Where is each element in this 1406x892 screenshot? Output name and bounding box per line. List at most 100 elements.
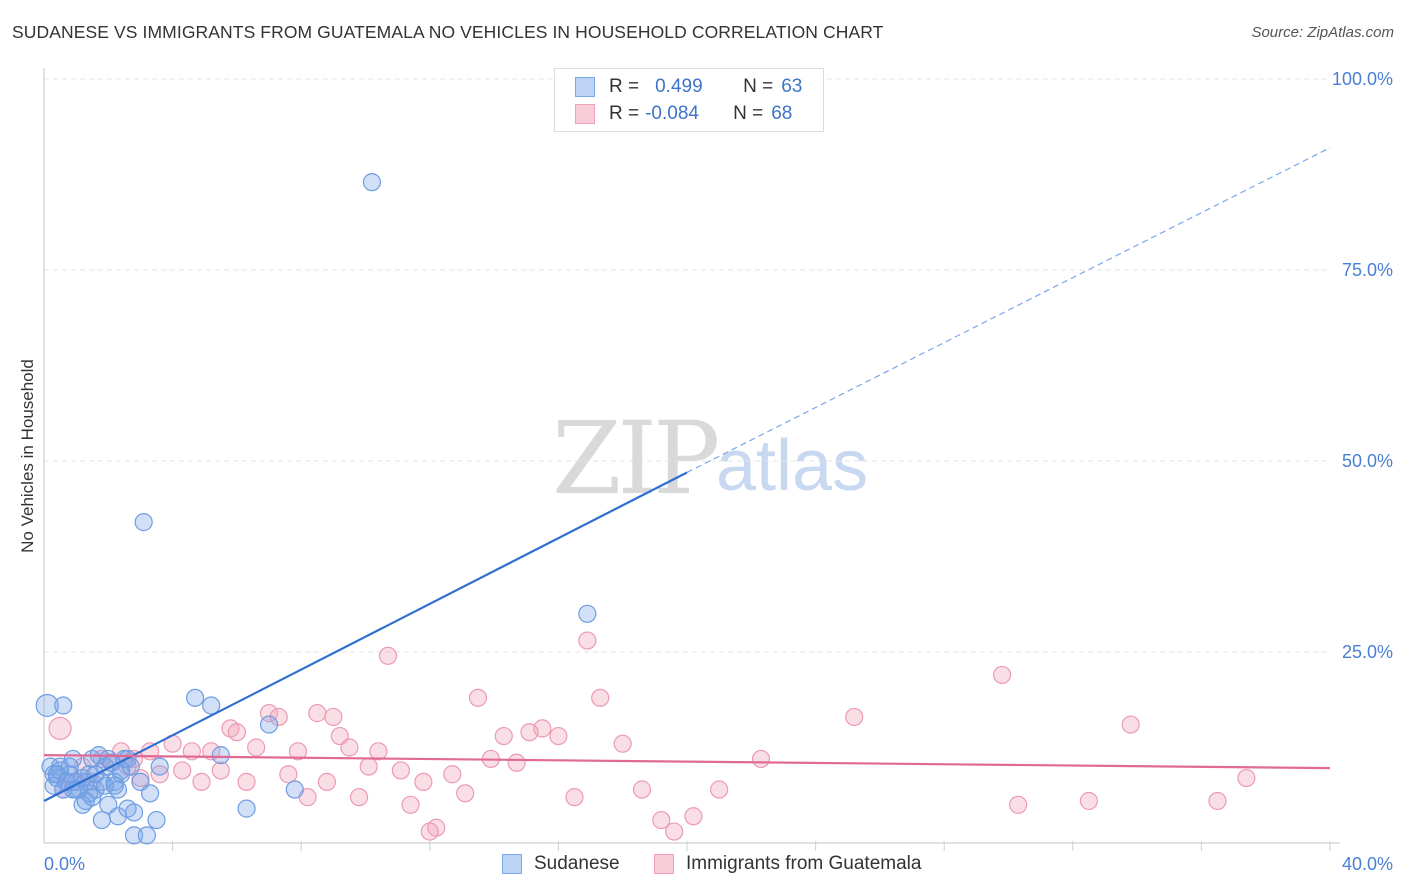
legend-n-label: N = — [743, 76, 774, 97]
guatemala-point — [591, 688, 610, 707]
sudanese-point — [186, 688, 205, 707]
guatemala-point — [684, 807, 703, 826]
guatemala-point — [1121, 715, 1140, 734]
guatemala-point — [369, 742, 388, 761]
guatemala-point — [992, 665, 1012, 685]
guatemala-point — [401, 795, 420, 814]
legend-label: Immigrants from Guatemala — [686, 853, 922, 874]
axes — [43, 68, 1340, 851]
y-tick-label: 75.0% — [1342, 260, 1393, 280]
grid-lines — [44, 78, 1330, 653]
sudanese-point — [124, 803, 144, 822]
sudanese-point — [150, 757, 169, 776]
sudanese-point — [147, 810, 166, 830]
x-tick-label: 0.0% — [44, 854, 85, 874]
guatemala-point — [414, 772, 433, 791]
y-tick-label: 100.0% — [1332, 69, 1393, 89]
legend-row-guatemala: R = -0.084 N = 68 — [575, 101, 792, 127]
legend-n-value: 63 — [781, 76, 803, 97]
legend-r-label: R = — [609, 76, 640, 97]
sudanese-trend-extension — [686, 147, 1331, 473]
correlation-legend: R = 0.499 N = 63 R = -0.084 N = 68 — [554, 68, 824, 132]
guatemala-point — [494, 726, 513, 746]
sudanese-point — [211, 746, 230, 765]
guatemala-point — [317, 772, 337, 791]
guatemala-point — [227, 723, 246, 742]
sudanese-swatch — [575, 77, 595, 97]
guatemala-point — [420, 822, 439, 841]
legend-label: Sudanese — [534, 853, 620, 874]
guatemala-swatch — [575, 104, 595, 124]
guatemala-point — [1079, 791, 1098, 811]
sudanese-point — [54, 696, 73, 715]
guatemala-point — [613, 734, 632, 753]
sudanese-point — [259, 715, 279, 734]
sudanese-point — [237, 799, 256, 818]
sudanese-points — [35, 173, 597, 845]
sudanese-point — [105, 776, 124, 795]
guatemala-point — [324, 707, 343, 727]
guatemala-point — [1237, 768, 1256, 788]
guatemala-point — [173, 761, 192, 780]
guatemala-point — [279, 765, 298, 784]
sudanese-point — [285, 780, 304, 799]
guatemala-point — [192, 772, 211, 791]
sudanese-trend-line — [43, 471, 688, 802]
guatemala-point — [710, 780, 729, 799]
guatemala-points — [48, 631, 1256, 841]
sudanese-point — [92, 810, 111, 830]
legend-item-guatemala: Immigrants from Guatemala — [654, 853, 921, 875]
guatemala-point — [247, 738, 266, 757]
sudanese-point — [134, 513, 153, 532]
guatemala-point — [665, 822, 684, 841]
sudanese-point — [137, 826, 156, 845]
watermark-atlas: atlas — [716, 426, 869, 506]
sudanese-point — [112, 765, 131, 784]
sudanese-point — [140, 784, 160, 803]
guatemala-point — [468, 688, 488, 707]
guatemala-point — [533, 719, 552, 738]
tick-labels: 100.0% 75.0% 50.0% 25.0% 0.0% 40.0% — [44, 69, 1393, 874]
sudanese-point — [35, 693, 59, 718]
guatemala-point — [211, 761, 230, 780]
guatemala-point — [443, 765, 462, 784]
guatemala-point — [269, 707, 288, 727]
y-tick-label: 50.0% — [1342, 451, 1393, 471]
sudanese-point — [57, 772, 76, 791]
sudanese-point — [202, 696, 221, 715]
y-tick-label: 25.0% — [1342, 642, 1393, 662]
source-label: Source: ZipAtlas.com — [1251, 24, 1394, 41]
guatemala-point — [308, 704, 327, 723]
legend-n-label: N = — [733, 103, 764, 124]
guatemala-point — [237, 772, 256, 791]
guatemala-point — [150, 765, 169, 784]
legend-n-value: 68 — [771, 103, 793, 124]
guatemala-point — [456, 784, 475, 803]
guatemala-point — [48, 716, 72, 741]
guatemala-point — [1009, 795, 1028, 814]
guatemala-point — [359, 757, 378, 776]
sudanese-point — [121, 757, 140, 776]
sudanese-point — [578, 604, 597, 623]
guatemala-point — [378, 646, 398, 665]
guatemala-point — [751, 749, 771, 769]
sudanese-point — [76, 791, 95, 811]
guatemala-point — [845, 707, 864, 727]
guatemala-point — [340, 738, 359, 757]
sudanese-legend-swatch — [502, 854, 522, 874]
chart-title: SUDANESE VS IMMIGRANTS FROM GUATEMALA NO… — [12, 22, 884, 42]
guatemala-point — [288, 742, 308, 761]
legend-row-sudanese: R = 0.499 N = 63 — [575, 74, 802, 100]
guatemala-point — [578, 631, 597, 650]
guatemala-point — [1208, 791, 1227, 811]
x-tick-label: 40.0% — [1342, 854, 1393, 874]
sudanese-point — [124, 826, 144, 845]
series-legend: Sudanese Immigrants from Guatemala — [0, 853, 1406, 877]
guatemala-point — [652, 810, 671, 830]
legend-r-value: -0.084 — [645, 103, 699, 124]
trend-lines — [43, 147, 1331, 802]
guatemala-point — [549, 726, 568, 746]
legend-r-label: R = — [609, 103, 640, 124]
guatemala-point — [391, 761, 410, 780]
